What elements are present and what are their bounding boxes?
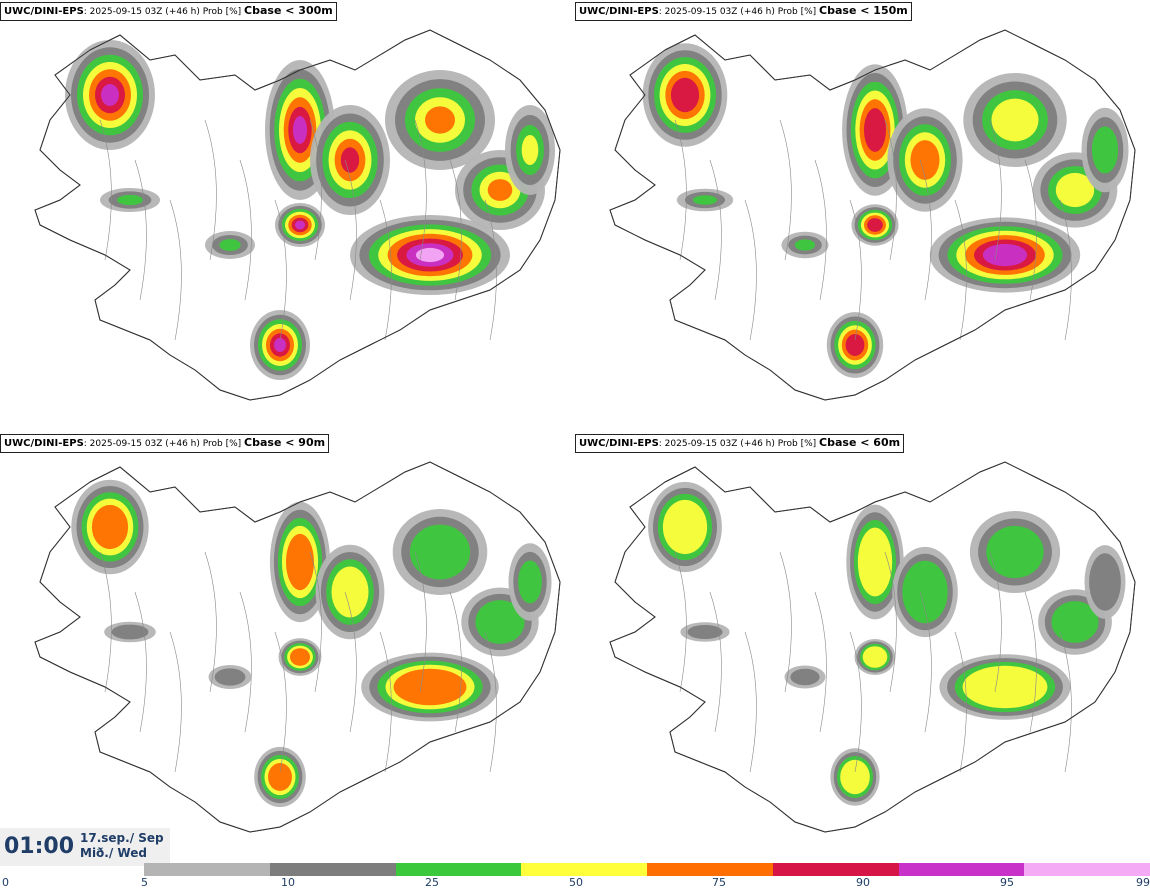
panel-title: UWC/DINI-EPS: 2025-09-15 03Z (+46 h) Pro… <box>575 2 912 21</box>
map-panel-cbase-300: UWC/DINI-EPS: 2025-09-15 03Z (+46 h) Pro… <box>0 0 574 430</box>
model-name: UWC/DINI-EPS <box>579 6 659 17</box>
model-name: UWC/DINI-EPS <box>4 438 84 449</box>
cbase-threshold: Cbase < 90m <box>244 436 326 449</box>
valid-date-line-1: 17.sep./ Sep <box>80 831 164 845</box>
colorbar-segment <box>144 863 270 876</box>
valid-time: 01:00 <box>4 834 75 859</box>
probability-field <box>71 479 552 808</box>
colorbar-tick-label: 75 <box>712 876 726 889</box>
colorbar-segment <box>647 863 773 876</box>
cbase-threshold: Cbase < 150m <box>819 4 908 17</box>
colorbar-segment <box>1024 863 1150 876</box>
map-panel-cbase-90: UWC/DINI-EPS: 2025-09-15 03Z (+46 h) Pro… <box>0 432 574 862</box>
iceland-map <box>34 29 561 401</box>
panel-title: UWC/DINI-EPS: 2025-09-15 03Z (+46 h) Pro… <box>0 2 337 21</box>
run-info: : 2025-09-15 03Z (+46 h) Prob [%] <box>83 7 245 17</box>
panel-title: UWC/DINI-EPS: 2025-09-15 03Z (+46 h) Pro… <box>575 434 905 453</box>
map-panel-cbase-150: UWC/DINI-EPS: 2025-09-15 03Z (+46 h) Pro… <box>575 0 1149 430</box>
run-info: : 2025-09-15 03Z (+46 h) Prob [%] <box>658 439 820 449</box>
run-info: : 2025-09-15 03Z (+46 h) Prob [%] <box>83 439 245 449</box>
cbase-threshold: Cbase < 60m <box>819 436 901 449</box>
panel-title: UWC/DINI-EPS: 2025-09-15 03Z (+46 h) Pro… <box>0 434 330 453</box>
colorbar-segment <box>395 863 522 876</box>
colorbar-tick-label: 10 <box>281 876 295 889</box>
iceland-map <box>609 461 1136 833</box>
colorbar-segment <box>898 863 1025 876</box>
valid-date-line-2: Mið./ Wed <box>80 846 147 860</box>
colorbar-segment <box>521 863 647 876</box>
colorbar-tick-label: 5 <box>141 876 148 889</box>
colorbar-tick-label: 25 <box>425 876 439 889</box>
colorbar-tick-label: 50 <box>569 876 583 889</box>
model-name: UWC/DINI-EPS <box>4 6 84 17</box>
valid-time-box: 01:00 17.sep./ Sep Mið./ Wed <box>0 828 170 866</box>
cbase-threshold: Cbase < 300m <box>244 4 333 17</box>
map-panel-cbase-60: UWC/DINI-EPS: 2025-09-15 03Z (+46 h) Pro… <box>575 432 1149 862</box>
colorbar-segment <box>772 863 899 876</box>
colorbar-segment <box>269 863 396 876</box>
probability-field <box>65 40 555 380</box>
valid-date: 17.sep./ Sep Mið./ Wed <box>80 831 164 861</box>
probability-field <box>648 481 1126 806</box>
model-name: UWC/DINI-EPS <box>579 438 659 449</box>
colorbar-tick-label: 95 <box>1000 876 1014 889</box>
iceland-map <box>609 29 1136 401</box>
colorbar-tick-label: 0 <box>2 876 9 889</box>
colorbar-tick-label: 90 <box>856 876 870 889</box>
iceland-map <box>34 461 561 833</box>
probability-field <box>642 43 1129 378</box>
colorbar <box>144 863 1150 876</box>
colorbar-tick-label: 99 <box>1136 876 1150 889</box>
run-info: : 2025-09-15 03Z (+46 h) Prob [%] <box>658 7 820 17</box>
colorbar-ticks: 0 5 10 25 50 75 90 95 99 <box>0 876 1150 891</box>
